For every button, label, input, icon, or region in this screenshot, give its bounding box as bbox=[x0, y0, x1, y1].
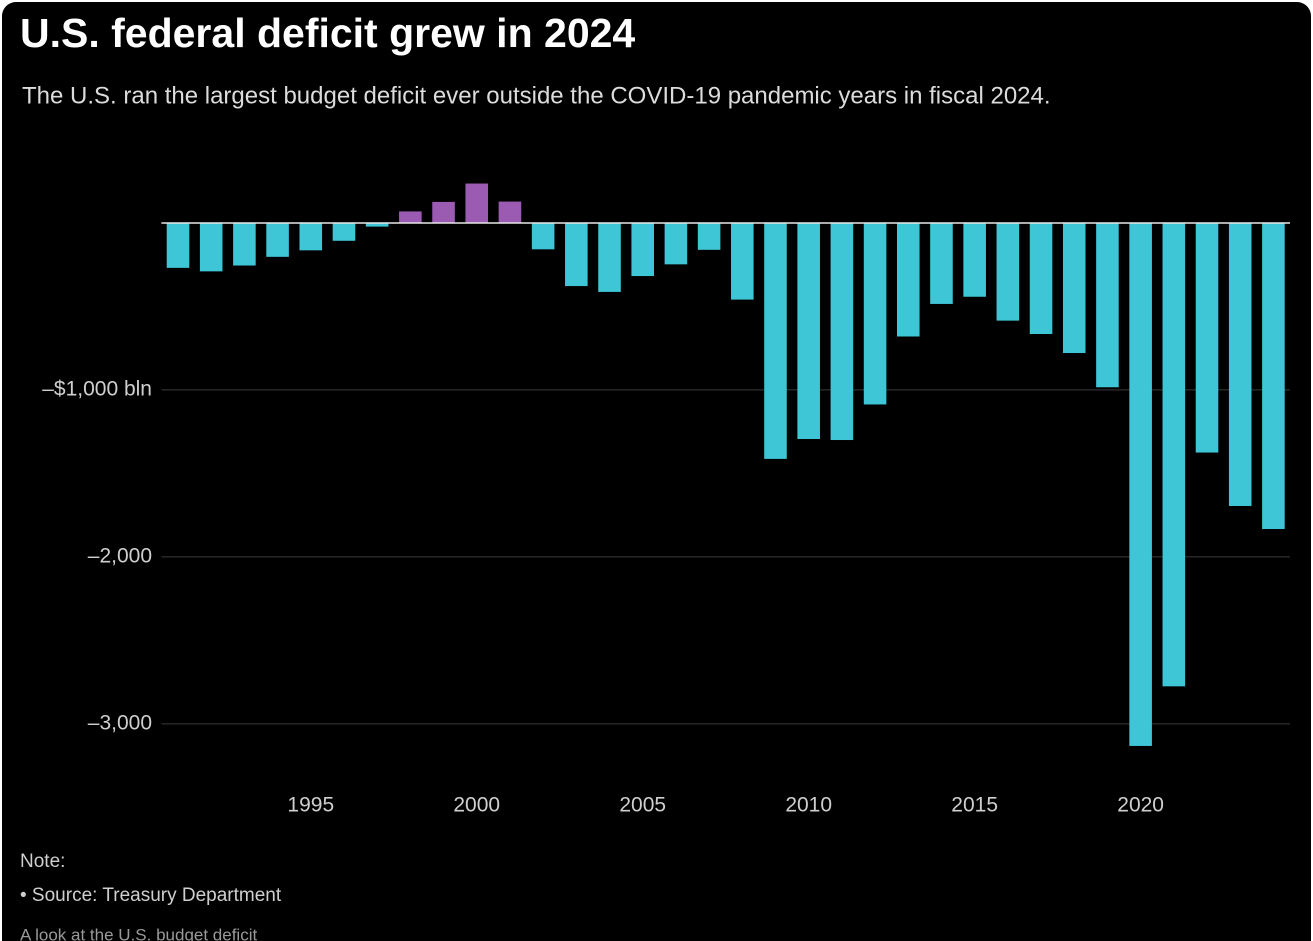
bar bbox=[598, 222, 621, 292]
bar bbox=[266, 222, 289, 257]
bar bbox=[896, 222, 920, 337]
y-tick-label: –$1,000 bln bbox=[42, 377, 152, 400]
x-tick-label: 2010 bbox=[785, 794, 832, 817]
bar bbox=[332, 222, 356, 241]
chart-title: U.S. federal deficit grew in 2024 bbox=[20, 10, 635, 56]
bar bbox=[863, 222, 887, 405]
bar bbox=[797, 222, 820, 440]
bar bbox=[697, 222, 721, 250]
bar bbox=[1129, 222, 1152, 746]
bar bbox=[1162, 222, 1186, 687]
bar bbox=[1062, 222, 1086, 354]
bar bbox=[233, 222, 256, 266]
bar bbox=[365, 222, 389, 227]
note-source: • Source: Treasury Department bbox=[20, 885, 282, 906]
bar bbox=[1029, 222, 1053, 334]
bar bbox=[731, 222, 754, 300]
bar bbox=[465, 183, 489, 223]
bar bbox=[432, 201, 455, 223]
note-description: A look at the U.S. budget deficit bbox=[20, 925, 257, 941]
x-tick-label: 1995 bbox=[287, 794, 334, 817]
bar bbox=[930, 222, 953, 304]
bar bbox=[963, 222, 986, 297]
y-tick-label: –2,000 bbox=[88, 544, 152, 567]
bar bbox=[631, 222, 655, 277]
x-tick-label: 2020 bbox=[1117, 794, 1164, 817]
x-tick-label: 2000 bbox=[453, 794, 500, 817]
bar bbox=[1195, 222, 1219, 453]
x-tick-label: 2005 bbox=[619, 794, 666, 817]
bar bbox=[664, 222, 688, 265]
x-tick-label: 2015 bbox=[951, 794, 998, 817]
bar bbox=[996, 222, 1020, 321]
y-tick-label: –3,000 bbox=[88, 711, 152, 734]
bar bbox=[1262, 222, 1285, 530]
bar bbox=[498, 201, 522, 223]
bar bbox=[1228, 222, 1252, 506]
chart-subtitle: The U.S. ran the largest budget deficit … bbox=[22, 82, 1051, 109]
bar bbox=[199, 222, 223, 272]
bar bbox=[399, 211, 422, 223]
bar bbox=[1096, 222, 1119, 388]
bar bbox=[830, 222, 854, 441]
bar bbox=[166, 222, 190, 268]
bar bbox=[565, 222, 588, 287]
bar bbox=[764, 222, 787, 459]
bar bbox=[531, 222, 555, 250]
note-label: Note: bbox=[20, 851, 65, 872]
bar bbox=[299, 222, 323, 251]
